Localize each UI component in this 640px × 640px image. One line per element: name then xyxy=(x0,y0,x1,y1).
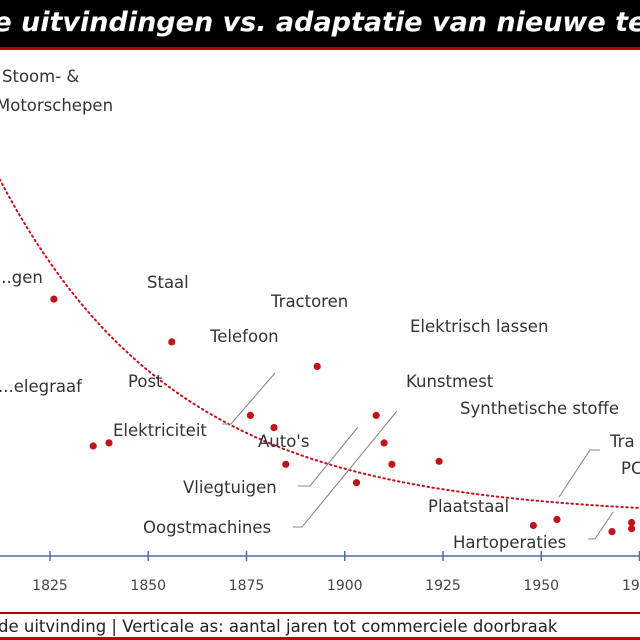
point-label: Synthetische stoffe xyxy=(460,399,619,418)
point-label: Elektriciteit xyxy=(113,421,207,440)
data-points xyxy=(50,295,636,536)
data-point xyxy=(388,460,396,468)
point-label: Tractoren xyxy=(270,292,348,311)
leader-line xyxy=(293,410,398,528)
trendline-layer xyxy=(0,177,640,509)
point-label: ...gen xyxy=(0,268,43,287)
data-point xyxy=(608,528,616,536)
data-point xyxy=(270,424,278,432)
point-label: Staal xyxy=(147,273,189,292)
point-labels: Stoom- & Motorschepen ...gen Staal Tractoren… xyxy=(0,67,640,552)
data-point xyxy=(529,521,538,530)
point-label: Plaatstaal xyxy=(428,497,509,516)
data-point xyxy=(50,295,58,303)
point-label: Motorschepen xyxy=(0,96,113,115)
point-label: Elektrisch lassen xyxy=(410,317,548,336)
x-tick-label: 1925 xyxy=(425,578,461,594)
x-tick-label: 1875 xyxy=(229,578,265,594)
x-axis: 1825 1850 1875 1900 1925 1950 19 xyxy=(0,551,640,594)
data-point xyxy=(628,518,636,527)
data-point xyxy=(282,460,290,468)
x-tick-label: 1825 xyxy=(32,578,68,594)
trendline xyxy=(0,177,640,509)
x-tick-label: 19 xyxy=(622,578,640,594)
x-tick-label: 1900 xyxy=(327,578,363,594)
data-point xyxy=(246,411,254,419)
point-label: Stoom- & xyxy=(2,67,79,86)
data-point xyxy=(380,439,388,447)
footer-bar: de uitvinding | Verticale as: aantal jar… xyxy=(0,612,640,640)
title-bar: de uitvindingen vs. adaptatie van nieuwe… xyxy=(0,0,640,50)
x-tick-label: 1950 xyxy=(523,578,559,594)
leader-line xyxy=(222,372,276,425)
data-point xyxy=(168,338,176,346)
point-label: Hartoperaties xyxy=(453,533,566,552)
point-label: Telefoon xyxy=(209,327,279,346)
point-label: Tra xyxy=(609,432,635,451)
leader-lines xyxy=(222,372,614,540)
leader-line xyxy=(298,426,359,487)
chart-title: de uitvindingen vs. adaptatie van nieuwe… xyxy=(0,7,640,38)
leader-line xyxy=(558,449,600,498)
data-point xyxy=(553,515,561,523)
data-point xyxy=(435,457,443,465)
data-point xyxy=(89,442,97,450)
scatter-chart: 1825 1850 1875 1900 1925 1950 19 Stoom- & Motor… xyxy=(0,67,640,594)
point-label: Oogstmachines xyxy=(143,518,271,537)
point-label: PC xyxy=(621,459,640,478)
data-point xyxy=(313,362,321,370)
point-label: Kunstmest xyxy=(406,372,494,391)
data-point xyxy=(628,525,636,533)
leader-line xyxy=(588,511,614,540)
x-tick-label: 1850 xyxy=(130,578,166,594)
point-label: Post xyxy=(128,372,163,391)
point-label: Vliegtuigen xyxy=(183,478,277,497)
footer-caption: de uitvinding | Verticale as: aantal jar… xyxy=(0,617,558,636)
point-label: ...elegraaf xyxy=(0,377,83,396)
data-point xyxy=(352,479,361,487)
point-label: Auto's xyxy=(258,432,309,451)
data-point xyxy=(372,411,380,419)
data-point xyxy=(105,439,113,447)
